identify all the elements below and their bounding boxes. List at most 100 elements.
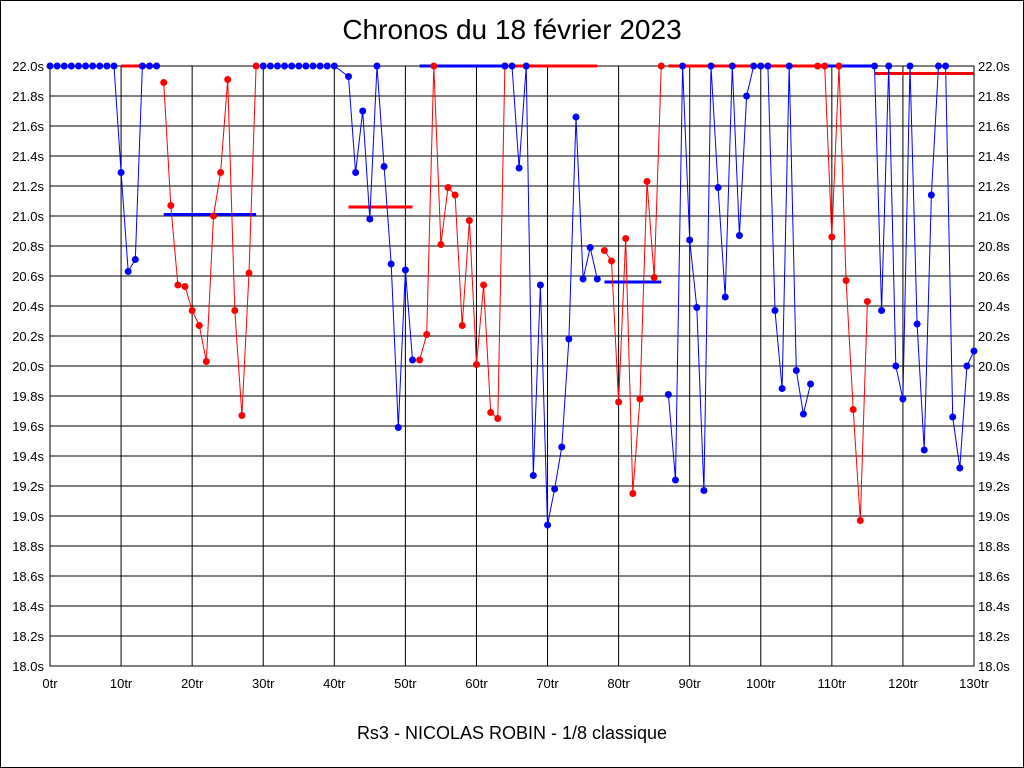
manche-9-point	[970, 347, 978, 355]
manche-1-point	[124, 268, 132, 275]
manche-3-point	[380, 163, 388, 170]
y-tick-label-right: 20.6s	[978, 269, 1010, 284]
manche-5-point	[572, 113, 580, 121]
manche-6-point	[650, 274, 658, 281]
x-tick-label: 130tr	[959, 676, 989, 691]
manche-6-point	[600, 247, 608, 254]
manche-1-point	[74, 62, 82, 70]
x-tick-label: 80tr	[607, 676, 630, 691]
manche-7-point	[799, 410, 807, 418]
manche-8-point	[814, 62, 822, 70]
y-tick-label-right: 20.0s	[978, 359, 1010, 374]
manche-5-point	[515, 164, 523, 172]
manche-8-series	[814, 62, 871, 524]
x-tick-label: 40tr	[323, 676, 346, 691]
manche-2-point	[202, 358, 210, 365]
y-tick-label-right: 21.2s	[978, 179, 1010, 194]
manche-8-point	[849, 406, 857, 413]
manche-4-point	[423, 331, 431, 338]
manche-6-point	[643, 178, 651, 185]
manche-9-point	[892, 362, 900, 370]
y-tick-label-left: 19.0s	[12, 509, 44, 524]
manche-7-point	[764, 62, 772, 70]
manche-9-series	[870, 62, 978, 472]
manche-6-point	[629, 490, 637, 497]
y-tick-label-left: 18.2s	[12, 629, 44, 644]
manche-7-point	[707, 62, 715, 70]
manche-3-point	[316, 62, 324, 70]
chart-caption: Rs3 - NICOLAS ROBIN - 1/8 classique	[356, 723, 668, 743]
manche-5-point	[508, 62, 516, 70]
manche-9-point	[899, 395, 907, 403]
manche-1-line	[50, 65, 157, 274]
manche-3-point	[359, 107, 367, 115]
manche-9-point	[885, 62, 893, 70]
x-tick-label: 20tr	[181, 676, 204, 691]
manche-7-point	[671, 476, 679, 484]
manche-4-point	[451, 191, 459, 199]
manche-3-point	[330, 62, 338, 70]
x-tick-label: 0tr	[42, 676, 58, 691]
y-tick-label-right: 18.6s	[978, 569, 1010, 584]
x-tick-label: 60tr	[465, 676, 488, 691]
manche-5-point	[579, 275, 587, 283]
manche-5-point	[501, 62, 509, 70]
manche-3-point	[288, 62, 296, 70]
manche-4-point	[416, 356, 424, 364]
manche-9-point	[906, 62, 914, 70]
manche-1-point	[46, 62, 54, 70]
manche-2-point	[224, 76, 232, 83]
manche-3-point	[281, 62, 289, 70]
manche-2-point	[252, 62, 260, 70]
y-tick-label-left: 18.8s	[12, 539, 44, 554]
manche-3-point	[401, 266, 409, 274]
manche-4-point	[480, 281, 488, 289]
manche-1-point	[110, 62, 118, 70]
manche-6-point	[622, 235, 630, 242]
x-tick-label: 50tr	[394, 676, 417, 691]
y-tick-label-right: 19.4s	[978, 449, 1010, 464]
y-tick-label-left: 21.2s	[12, 179, 44, 194]
manche-7-point	[735, 232, 743, 239]
y-tick-label-left: 20.4s	[12, 299, 44, 314]
manche-6-point	[636, 395, 644, 403]
y-tick-label-right: 18.8s	[978, 539, 1010, 554]
manche-4-point	[487, 409, 495, 416]
manche-1-point	[146, 62, 154, 70]
manche-5-point	[586, 244, 594, 251]
y-tick-label-left: 19.8s	[12, 389, 44, 404]
manche-2-point	[238, 412, 246, 419]
y-tick-label-right: 22.0s	[978, 59, 1010, 74]
manche-7-point	[771, 307, 779, 314]
manche-3-point	[302, 62, 310, 70]
manche-1-point	[82, 62, 90, 70]
manche-7-point	[778, 385, 786, 392]
manche-4-point	[444, 184, 452, 191]
manche-3-point	[408, 356, 416, 364]
manche-1-point	[89, 62, 97, 70]
manche-1-series	[46, 62, 161, 275]
manche-8-point	[821, 62, 829, 70]
manche-5-point	[544, 521, 552, 529]
manche-5-point	[536, 281, 544, 289]
manche-1-point	[53, 62, 61, 70]
y-tick-label-right: 19.2s	[978, 479, 1010, 494]
x-tick-label: 90tr	[678, 676, 701, 691]
manche-2-point	[209, 212, 217, 220]
manche-4-point	[472, 361, 480, 368]
x-tick-label: 10tr	[110, 676, 133, 691]
manche-1-point	[60, 62, 68, 70]
manche-4-series	[416, 62, 509, 422]
manche-7-point	[693, 304, 701, 311]
y-tick-label-right: 18.2s	[978, 629, 1010, 644]
y-tick-label-left: 20.2s	[12, 329, 44, 344]
y-tick-label-left: 20.0s	[12, 359, 44, 374]
y-tick-label-left: 18.6s	[12, 569, 44, 584]
y-tick-label-right: 19.6s	[978, 419, 1010, 434]
manche-2-point	[245, 269, 253, 277]
manche-3-point	[323, 62, 331, 70]
manche-3-point	[309, 62, 317, 70]
manche-5-point	[565, 335, 573, 343]
y-tick-label-left: 21.4s	[12, 149, 44, 164]
manche-8-point	[856, 517, 864, 524]
